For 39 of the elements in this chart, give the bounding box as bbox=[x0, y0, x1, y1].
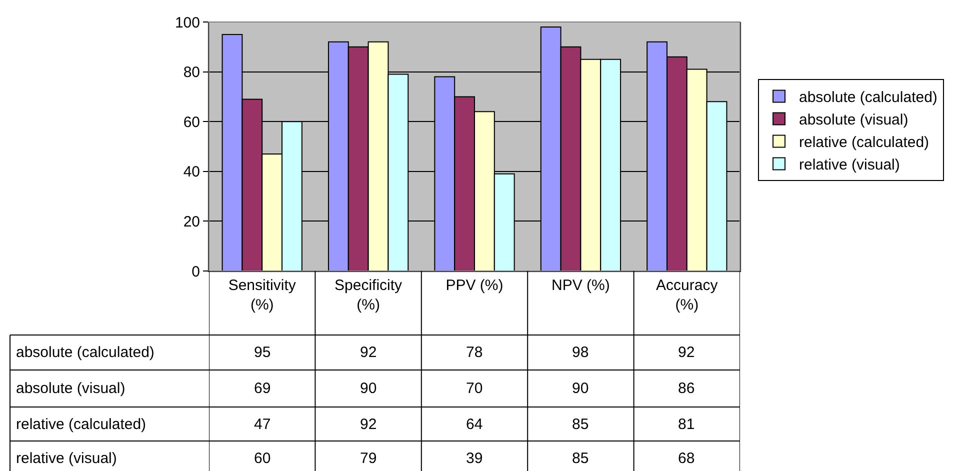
data-label: 47 bbox=[254, 416, 271, 433]
data-label: 39 bbox=[466, 450, 483, 467]
data-label: 85 bbox=[572, 416, 589, 433]
y-tick-label: 80 bbox=[183, 64, 200, 82]
text: relative (visual) bbox=[16, 450, 117, 467]
data-label: 79 bbox=[360, 450, 377, 467]
data-label: 86 bbox=[678, 380, 695, 397]
y-tick-label: 100 bbox=[174, 14, 200, 32]
legend-label: absolute (calculated) bbox=[799, 89, 938, 106]
data-label: 70 bbox=[466, 380, 483, 397]
x-tick-label: Accuracy (%) bbox=[656, 277, 718, 314]
legend-label: absolute (visual) bbox=[799, 112, 908, 129]
text: relative (calculated) bbox=[16, 416, 146, 433]
data-label: 92 bbox=[360, 344, 377, 361]
text: absolute (calculated) bbox=[16, 344, 154, 361]
x-tick-label: Specificity (%) bbox=[334, 277, 403, 314]
legend-label: relative (visual) bbox=[799, 156, 900, 174]
x-tick-label: NPV (%) bbox=[552, 277, 610, 294]
data-label: 95 bbox=[254, 344, 271, 361]
data-label: 90 bbox=[360, 380, 377, 397]
data-label: 68 bbox=[678, 450, 695, 467]
data-label: 90 bbox=[572, 380, 589, 397]
y-tick-label: 0 bbox=[192, 263, 200, 280]
legend-label: relative (calculated) bbox=[799, 134, 930, 152]
data-label: 78 bbox=[466, 344, 483, 361]
data-label: 69 bbox=[254, 380, 271, 397]
y-tick-label: 40 bbox=[183, 164, 200, 181]
y-tick-label: 20 bbox=[183, 213, 200, 230]
x-tick-label: Sensitivity (%) bbox=[228, 277, 296, 314]
data-label: 81 bbox=[678, 416, 695, 433]
x-tick-label: PPV (%) bbox=[446, 277, 504, 294]
data-label: 92 bbox=[360, 416, 377, 433]
data-label: 60 bbox=[254, 450, 271, 467]
data-label: 92 bbox=[678, 344, 695, 361]
data-label: 64 bbox=[466, 416, 483, 433]
y-tick-label: 60 bbox=[183, 114, 200, 131]
data-label: 98 bbox=[572, 344, 589, 361]
text: absolute (visual) bbox=[16, 380, 126, 397]
data-label: 85 bbox=[572, 450, 589, 467]
